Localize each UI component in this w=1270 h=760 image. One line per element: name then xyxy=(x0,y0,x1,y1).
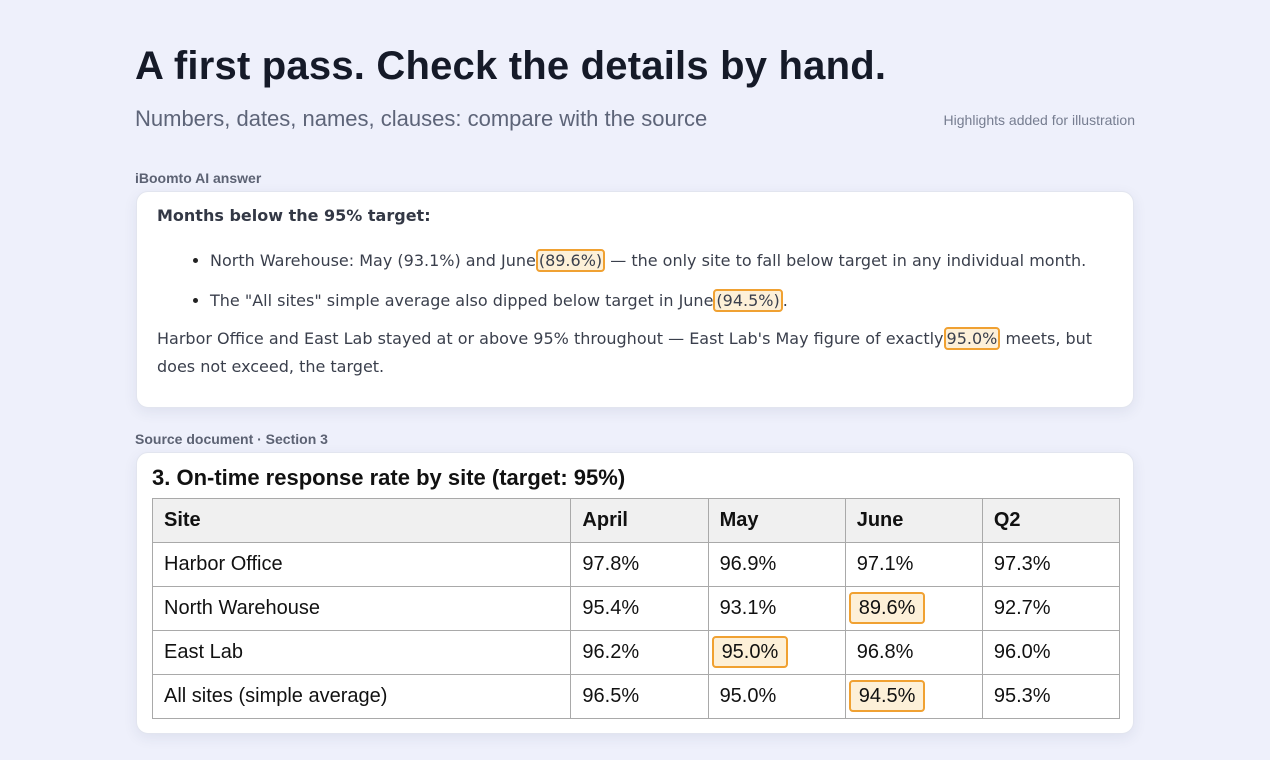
column-header: April xyxy=(570,498,709,543)
table-cell: 96.8% xyxy=(844,630,983,675)
table-cell: 93.1% xyxy=(707,586,846,631)
highlight-note: Highlights added for illustration xyxy=(943,112,1135,128)
source-heading: 3. On-time response rate by site (target… xyxy=(152,465,626,490)
highlight-mark: 94.5% xyxy=(848,680,926,712)
table-cell: 96.9% xyxy=(707,542,846,587)
table-row: East Lab 96.2% 95.0% 96.8% 96.0% xyxy=(151,630,1121,675)
highlight-mark: 95.0% xyxy=(943,327,1001,350)
answer-list: North Warehouse: May (93.1%) and June(89… xyxy=(157,249,1113,313)
bullet-text: . xyxy=(782,291,788,310)
table-cell: 97.3% xyxy=(981,542,1121,587)
column-header: May xyxy=(707,498,846,543)
bullet-text: North Warehouse: May (93.1%) and June xyxy=(210,251,536,270)
table-cell: 95.0% xyxy=(707,674,846,719)
table-row: North Warehouse 95.4% 93.1% 89.6% 92.7% xyxy=(151,586,1121,631)
source-document-card: 3. On-time response rate by site (target… xyxy=(136,452,1134,734)
paragraph-text: meets, but does not exceed, the target. xyxy=(157,329,1093,376)
highlight-mark: (94.5%) xyxy=(713,289,783,312)
paragraph-text: Harbor Office and East Lab stayed at or … xyxy=(157,329,944,348)
table-cell: 89.6% xyxy=(844,586,983,631)
table-cell: 95.4% xyxy=(570,586,709,631)
table-cell: 94.5% xyxy=(844,674,983,719)
table-cell: 95.3% xyxy=(981,674,1121,719)
highlight-mark: 95.0% xyxy=(711,636,789,668)
table-cell: 92.7% xyxy=(981,586,1121,631)
bullet-text: The "All sites" simple average also dipp… xyxy=(210,291,714,310)
page-title: A first pass. Check the details by hand. xyxy=(135,44,887,88)
table-cell: Harbor Office xyxy=(151,542,572,587)
table-cell: East Lab xyxy=(151,630,572,675)
page-subtitle: Numbers, dates, names, clauses: compare … xyxy=(135,106,708,131)
answer-heading: Months below the 95% target: xyxy=(157,206,431,225)
table-row: All sites (simple average) 96.5% 95.0% 9… xyxy=(151,674,1121,719)
column-header: Site xyxy=(151,498,572,543)
source-table: Site April May June Q2 Harbor Office 97.… xyxy=(151,498,1121,719)
table-cell: 96.5% xyxy=(570,674,709,719)
list-item: The "All sites" simple average also dipp… xyxy=(210,289,1113,313)
column-header: June xyxy=(844,498,983,543)
list-item: North Warehouse: May (93.1%) and June(89… xyxy=(210,249,1113,273)
table-cell: 95.0% xyxy=(707,630,846,675)
highlight-mark: (89.6%) xyxy=(535,249,606,272)
answer-paragraph: Harbor Office and East Lab stayed at or … xyxy=(157,325,1113,381)
highlight-mark: 89.6% xyxy=(848,592,926,624)
table-cell: 96.2% xyxy=(570,630,709,675)
table-row: Harbor Office 97.8% 96.9% 97.1% 97.3% xyxy=(151,542,1121,587)
source-section-label: Source document · Section 3 xyxy=(135,431,328,447)
table-cell: All sites (simple average) xyxy=(151,674,572,719)
table-cell: 96.0% xyxy=(981,630,1121,675)
column-header: Q2 xyxy=(981,498,1121,543)
table-header-row: Site April May June Q2 xyxy=(151,498,1121,543)
bullet-text: — the only site to fall below target in … xyxy=(610,251,1087,270)
table-cell: North Warehouse xyxy=(151,586,572,631)
ai-answer-card: Months below the 95% target: North Wareh… xyxy=(136,191,1134,408)
table-cell: 97.1% xyxy=(844,542,983,587)
answer-section-label: iBoomto AI answer xyxy=(135,170,262,186)
table-cell: 97.8% xyxy=(570,542,709,587)
